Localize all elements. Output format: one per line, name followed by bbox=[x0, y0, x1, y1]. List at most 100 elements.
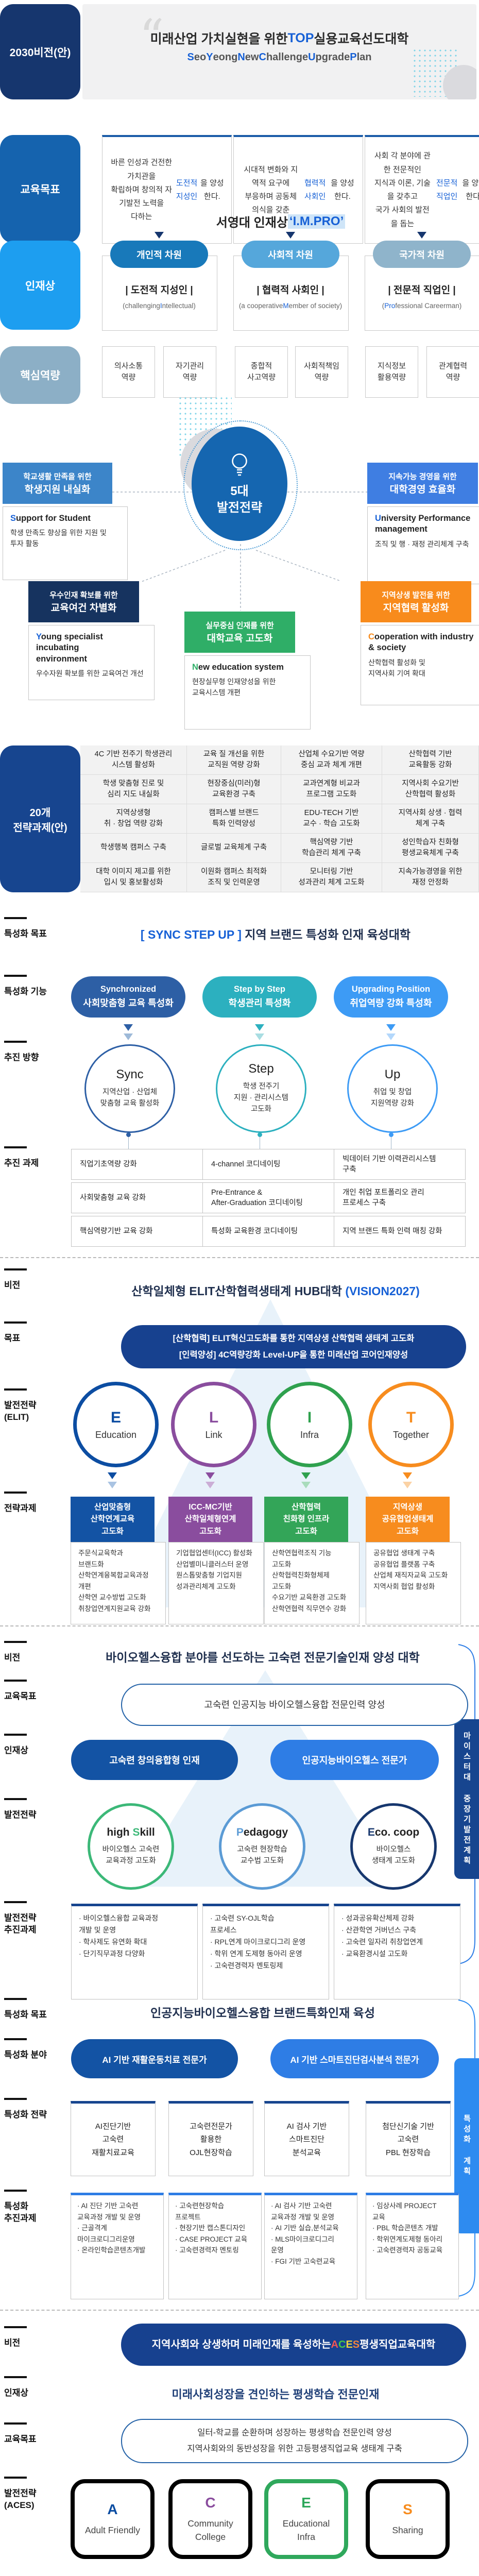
arrow-down-icon bbox=[386, 1024, 396, 1031]
strategy-edu-conditions-body: Young specialist incubating environment … bbox=[28, 625, 155, 700]
talent-dim-personal: 개인적 차원 bbox=[110, 241, 208, 268]
task-cell: 핵심역량 기반 학습관리 체계 구축 bbox=[281, 834, 382, 863]
strategy-student-support-body: Support for Student 학생 만족도 향상을 위한 지원 및 투… bbox=[3, 506, 128, 580]
sync-pill-upgrading: Upgrading Position 취업역량 강화 특성화 bbox=[334, 976, 448, 1018]
task-cell: 교육 질 개선을 위한 교직원 역량 강화 bbox=[187, 745, 281, 775]
elit-circle-link: L Link bbox=[171, 1382, 256, 1467]
meister-circle-highskill: high Skill 바이오헬스 고숙련 교육과정 고도화 bbox=[88, 1803, 174, 1890]
side-label-special-field: 특성화 분야 bbox=[4, 2038, 66, 2061]
dash-icon bbox=[4, 1492, 27, 1494]
side-label-special-tasks: 특성화 추진과제 bbox=[4, 2190, 66, 2225]
special-strategy-box: 고숙련전문가 활용한 OJL현장학습 bbox=[168, 2101, 253, 2176]
side-label-tasks: 추진 과제 bbox=[4, 1146, 66, 1170]
dash-icon bbox=[4, 975, 27, 977]
elit-task-list: 기업협업센터(ICC) 활성화 산업별미니클러스터 운영 원스톱맞춤형 기업지원… bbox=[168, 1542, 264, 1624]
arrow-down-icon bbox=[108, 1482, 117, 1488]
aces-edu-goal-pill: 일터-학교를 순환하며 성장하는 평생학습 전문인력 양성 지역사회와의 동반성… bbox=[121, 2419, 468, 2463]
strategy-regional-coop-body: Cooperation with industry & society 산학협력… bbox=[361, 625, 479, 705]
talent-name: | 협력적 사회인 | bbox=[256, 285, 324, 296]
side-label-goal: 목표 bbox=[4, 1321, 66, 1345]
aces-card-adult-friendly: A Adult Friendly bbox=[71, 2479, 155, 2559]
task-cell: 모니터링 기반 성과관리 체계 고도화 bbox=[281, 863, 382, 892]
strategy-edu-advancement-header: 실무중심 인재를 위한 대학교육 고도화 bbox=[184, 612, 295, 653]
elit-task-header: 지역상생 공유협업생태계 고도화 bbox=[366, 1497, 450, 1542]
side-label-strategy-tasks: 발전전략 추진과제 bbox=[4, 1901, 66, 1936]
talent-name: | 전문적 직업인 | bbox=[388, 285, 456, 296]
elit-task-list: 공유협업 생태계 구축 공유협업 플랫폼 구축 산업체 재직자교육 고도화 지역… bbox=[366, 1542, 461, 1624]
task-cell: 학생 맞춤형 진로 및 심리 지도 내실화 bbox=[80, 775, 187, 804]
aces-card-community-college: C Community College bbox=[168, 2479, 252, 2559]
dot-connector bbox=[389, 1132, 394, 1137]
elit-task-header: ICC-MC기반 산학일체형연계 고도화 bbox=[168, 1497, 252, 1542]
arrow-down-icon bbox=[301, 1482, 311, 1488]
connector-lines bbox=[112, 492, 367, 611]
side-label-direction: 추진 방향 bbox=[4, 1041, 66, 1064]
arrow-down-icon bbox=[403, 1472, 412, 1479]
task-cell: 캠퍼스별 브랜드 특화 인력양성 bbox=[187, 804, 281, 834]
strategy-edu-conditions-header: 우수인재 확보를 위한 교육여건 차별화 bbox=[28, 581, 139, 622]
section-divider bbox=[0, 1625, 479, 1626]
sync-pill-step: Step by Step 학생관리 특성화 bbox=[202, 976, 317, 1018]
aces-talent-text: 미래사회성장을 견인하는 평생학습 전문인재 bbox=[172, 2388, 380, 2401]
lightbulb-icon bbox=[232, 453, 247, 476]
dash-icon bbox=[4, 1321, 27, 1324]
elit-task-list: 주문식교육학과 브랜드화 산학연계융복합교육과정 개편 산학연 교수방법 고도화… bbox=[71, 1542, 166, 1624]
dash-icon bbox=[4, 1041, 27, 1043]
dash-icon bbox=[4, 2422, 27, 2425]
task-cell: 지역사회 상생 · 협력 체계 구축 bbox=[382, 804, 479, 834]
section-divider bbox=[0, 1257, 479, 1258]
elit-task-header: 산학협력 친화형 인프라 고도화 bbox=[264, 1497, 348, 1542]
dash-icon bbox=[4, 1901, 27, 1903]
direction-circle-up: Up 취업 및 창업 지원역량 강화 bbox=[347, 1044, 438, 1133]
special-field-1: AI 기반 재활운동치료 전문가 bbox=[71, 2039, 238, 2078]
side-label-vision: 비전 bbox=[4, 2326, 66, 2349]
dash-icon bbox=[4, 1268, 27, 1270]
tasks-20-table: 4C 기반 전주기 학생관리 시스템 활성화 교육 질 개선을 위한 교직원 역… bbox=[80, 745, 479, 892]
task-cell: 성인학습자 친화형 평생교육체계 구축 bbox=[382, 834, 479, 863]
special-task-list: · AI 검사 기반 고숙련 교육과정 개발 및 운영 · AI 기반 실습,분… bbox=[264, 2193, 357, 2299]
sync-pill-synchronized: Synchronized 사회맞춤형 교육 특성화 bbox=[71, 976, 185, 1018]
sidebar-label-talent: 인재상 bbox=[0, 241, 80, 330]
dash-icon bbox=[4, 1146, 27, 1148]
task-cell: 대학 이미지 제고를 위한 입시 및 홍보활성화 bbox=[80, 863, 187, 892]
task-cell: 현장중심(미러)형 교육환경 구축 bbox=[187, 775, 281, 804]
sidebar-label-edu-goals: 교육목표 bbox=[0, 135, 80, 243]
competency-box: 의사소통 역량 bbox=[102, 346, 155, 398]
aces-card-educational-infra: E Educational Infra bbox=[264, 2479, 348, 2559]
task-cell: 4C 기반 전주기 학생관리 시스템 활성화 bbox=[80, 745, 187, 775]
sidebar-label-20-tasks: 20개 전략과제(안) bbox=[0, 745, 80, 892]
talent-dim-national: 국가적 차원 bbox=[373, 241, 471, 268]
special-task-list: · 임상사례 PROJECT 교육 · PBL 학습콘텐츠 개발 · 학위연계도… bbox=[366, 2193, 459, 2299]
side-label-special-goal: 특성화 목표 bbox=[4, 1998, 66, 2021]
talent-card bbox=[102, 256, 217, 331]
elit-circle-together: T Together bbox=[368, 1382, 454, 1467]
elit-circle-education: E Education bbox=[73, 1382, 159, 1467]
special-field-2: AI 기반 스마트진단검사분석 전문가 bbox=[270, 2039, 439, 2078]
dash-icon bbox=[4, 917, 27, 919]
arrow-down-icon bbox=[124, 1024, 133, 1031]
competency-box: 사회적책임 역량 bbox=[295, 346, 348, 398]
talent-name: | 도전적 지성인 | bbox=[125, 285, 193, 296]
dotted-ring-decoration bbox=[183, 420, 298, 550]
arrow-down-icon bbox=[124, 1033, 133, 1040]
edu-goal-3: 사회 각 분야에 관한 전문적인 지식과 이론, 기술을 갖추고 국가 사회의 … bbox=[365, 135, 479, 244]
dot-connector bbox=[126, 1132, 131, 1137]
talent-title: 서영대 인재상 ‘I.M.PRO’ bbox=[82, 212, 479, 230]
dash-icon bbox=[4, 1680, 27, 1682]
meister-talent-1: 고숙련 창의융합형 인재 bbox=[71, 1740, 238, 1780]
task-cell: 글로벌 교육체계 구축 bbox=[187, 834, 281, 863]
five-strategies-circle: 5대 발전전략 bbox=[192, 427, 287, 541]
arrow-down-icon bbox=[403, 1482, 412, 1488]
competency-box: 관계협력 역량 bbox=[426, 346, 479, 398]
side-label-talent: 인재상 bbox=[4, 2376, 66, 2399]
task-box: 직업기초역량 강화 bbox=[71, 1149, 203, 1180]
task-cell: 이원화 캠퍼스 최적화 조직 및 인력운영 bbox=[187, 863, 281, 892]
side-label-strategy-aces: 발전전략 (ACES) bbox=[4, 2477, 66, 2512]
task-box: 특성화 교육환경 코디네이팅 bbox=[202, 1216, 334, 1247]
special-strategy-box: 첨단신기술 기반 고숙련 PBL 현장학습 bbox=[366, 2101, 451, 2176]
dash-icon bbox=[4, 1641, 27, 1643]
